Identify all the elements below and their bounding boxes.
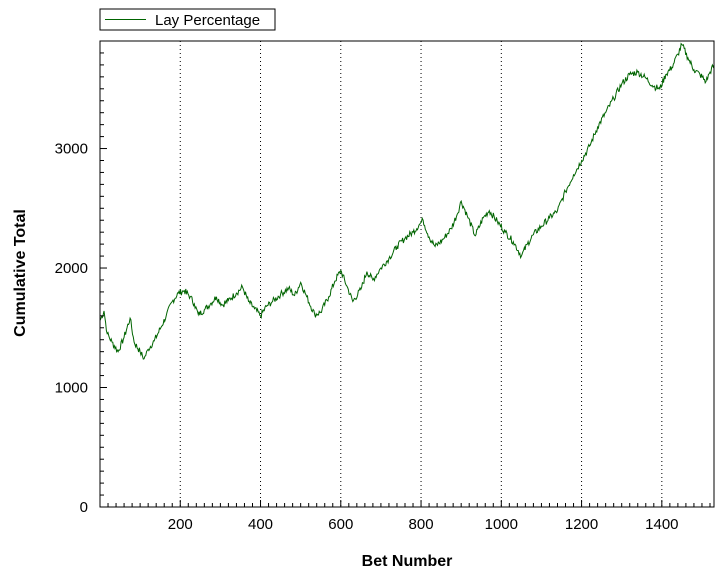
series-line-lay-percentage	[99, 42, 715, 360]
legend-box	[99, 8, 276, 31]
x-tick-label: 1000	[485, 516, 518, 533]
x-tick-label: 800	[409, 516, 434, 533]
plot-frame	[99, 40, 715, 508]
legend-label-lay-percentage: Lay Percentage	[155, 12, 260, 29]
x-axis-title: Bet Number	[362, 553, 453, 570]
y-tick-label: 3000	[55, 141, 88, 158]
y-tick-label: 1000	[55, 380, 88, 397]
x-axis-ticks: 200 400 600 800 1000 1200 1400	[107, 500, 711, 533]
y-axis-title: Cumulative Total	[12, 209, 29, 337]
y-tick-label: 0	[80, 499, 88, 516]
series-group	[99, 42, 715, 360]
vertical-gridlines	[179, 41, 663, 507]
legend: Lay Percentage	[99, 8, 276, 31]
y-axis-ticks: 0 1000 2000 3000	[55, 52, 107, 516]
x-tick-label: 400	[248, 516, 273, 533]
x-tick-label: 200	[168, 516, 193, 533]
x-tick-label: 600	[328, 516, 353, 533]
x-tick-label: 1200	[565, 516, 598, 533]
y-tick-label: 2000	[55, 260, 88, 277]
x-tick-label: 1400	[645, 516, 678, 533]
